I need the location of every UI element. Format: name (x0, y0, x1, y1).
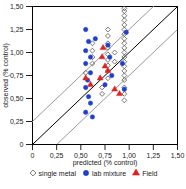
svg-text:predicted (% control): predicted (% control) (73, 159, 138, 167)
svg-text:0,25: 0,25 (10, 118, 24, 125)
svg-text:1,00: 1,00 (10, 49, 24, 56)
svg-text:0,50: 0,50 (10, 95, 24, 102)
svg-text:1,50: 1,50 (10, 3, 24, 10)
svg-text:0,75: 0,75 (10, 72, 24, 79)
html-text:lab mixture: lab mixture (92, 169, 127, 177)
svg-text:1,00: 1,00 (122, 152, 136, 160)
svg-text:1,25: 1,25 (10, 26, 24, 33)
svg-text:0,75: 0,75 (98, 152, 112, 160)
svg-text:observed (% control): observed (% control) (2, 43, 10, 108)
svg-text:1,25: 1,25 (147, 152, 161, 159)
svg-text:1,50: 1,50 (171, 152, 185, 159)
svg-text:0: 0 (31, 152, 35, 159)
svg-text:0,50: 0,50 (74, 152, 88, 160)
html-text:single metal: single metal (38, 169, 76, 177)
svg-text:0,25: 0,25 (50, 152, 64, 159)
svg-text:0: 0 (20, 141, 24, 148)
html-text:Field: Field (142, 169, 158, 177)
